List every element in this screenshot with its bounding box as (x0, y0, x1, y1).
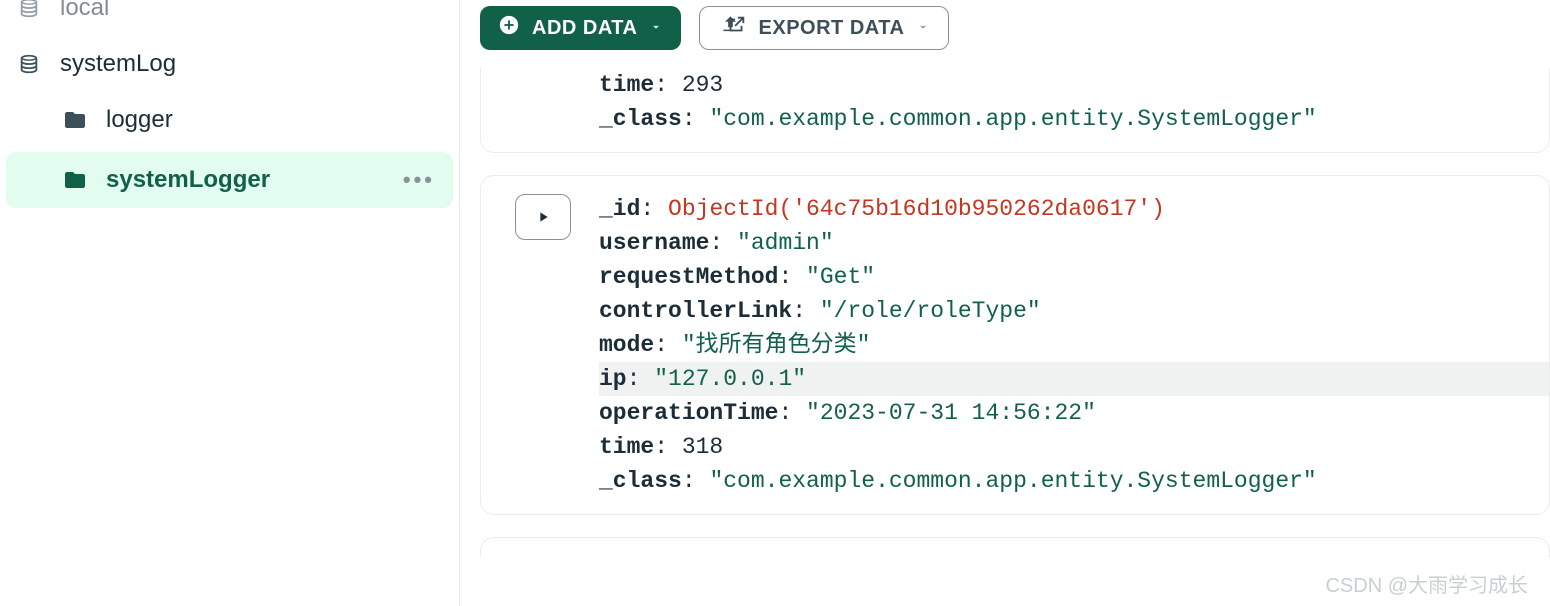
database-icon (16, 0, 42, 19)
field-value: "admin" (737, 230, 834, 256)
collection-label: logger (106, 106, 173, 134)
field-separator: : (654, 434, 682, 460)
field-value: "Get" (806, 264, 875, 290)
field-list: time: 293_class: "com.example.common.app… (599, 68, 1549, 136)
field-separator: : (654, 332, 682, 358)
field-row[interactable]: time: 318 (599, 430, 1549, 464)
field-separator: : (627, 366, 655, 392)
field-separator: : (654, 72, 682, 98)
field-key: controllerLink (599, 298, 792, 324)
expand-button[interactable] (515, 194, 571, 240)
field-row[interactable]: _class: "com.example.common.app.entity.S… (599, 464, 1549, 498)
field-value: 318 (682, 434, 723, 460)
db-label: local (60, 0, 109, 22)
db-item-systemlog[interactable]: systemLog (0, 36, 459, 92)
watermark: CSDN @大雨学习成长 (1325, 569, 1528, 598)
field-value: "2023-07-31 14:56:22" (806, 400, 1096, 426)
field-value: 293 (682, 72, 723, 98)
field-separator: : (778, 400, 806, 426)
field-key: time (599, 434, 654, 460)
field-key: operationTime (599, 400, 778, 426)
field-row[interactable]: _id: ObjectId('64c75b16d10b950262da0617'… (599, 192, 1549, 226)
field-value: ObjectId('64c75b16d10b950262da0617') (668, 196, 1165, 222)
sidebar: local systemLog logger systemLogger ••• (0, 0, 460, 606)
field-key: mode (599, 332, 654, 358)
document-card: time: 293_class: "com.example.common.app… (480, 68, 1550, 153)
button-label: ADD DATA (532, 17, 637, 40)
document-card: _id: ObjectId('64c75b16d10b950262da0617'… (480, 175, 1550, 515)
collection-item-logger[interactable]: logger (0, 92, 459, 148)
field-row[interactable]: operationTime: "2023-07-31 14:56:22" (599, 396, 1549, 430)
field-value: "com.example.common.app.entity.SystemLog… (709, 468, 1316, 494)
collection-label: systemLogger (106, 166, 270, 194)
toolbar: ADD DATA EXPORT DATA (476, 0, 1550, 68)
db-item-local[interactable]: local (0, 0, 459, 36)
field-key: time (599, 72, 654, 98)
document-card (480, 537, 1550, 557)
field-key: username (599, 230, 709, 256)
export-data-button[interactable]: EXPORT DATA (699, 6, 949, 50)
folder-icon (62, 108, 88, 132)
field-separator: : (792, 298, 820, 324)
field-value: "com.example.common.app.entity.SystemLog… (709, 106, 1316, 132)
field-row[interactable]: requestMethod: "Get" (599, 260, 1549, 294)
main-panel: ADD DATA EXPORT DATA time: 293_class: "c… (460, 0, 1550, 606)
field-list: _id: ObjectId('64c75b16d10b950262da0617'… (599, 192, 1549, 498)
more-icon[interactable]: ••• (403, 167, 435, 193)
field-row[interactable]: mode: "找所有角色分类" (599, 328, 1549, 362)
field-value: "找所有角色分类" (682, 332, 871, 358)
collection-item-systemlogger[interactable]: systemLogger ••• (6, 152, 453, 208)
field-key: _id (599, 196, 640, 222)
field-row[interactable]: controllerLink: "/role/roleType" (599, 294, 1549, 328)
document-list: time: 293_class: "com.example.common.app… (476, 68, 1550, 515)
field-row[interactable]: time: 293 (599, 68, 1549, 102)
export-icon (718, 14, 746, 42)
field-row[interactable]: _class: "com.example.common.app.entity.S… (599, 102, 1549, 136)
field-separator: : (682, 468, 710, 494)
field-row[interactable]: ip: "127.0.0.1" (599, 362, 1549, 396)
field-key: ip (599, 366, 627, 392)
caret-right-icon (535, 209, 551, 225)
button-label: EXPORT DATA (759, 17, 905, 40)
field-value: "127.0.0.1" (654, 366, 806, 392)
field-separator: : (682, 106, 710, 132)
chevron-down-icon (649, 17, 663, 40)
db-label: systemLog (60, 50, 176, 78)
chevron-down-icon (916, 17, 930, 40)
plus-circle-icon (498, 14, 520, 42)
folder-icon (62, 168, 88, 192)
field-separator: : (709, 230, 737, 256)
field-separator: : (778, 264, 806, 290)
field-value: "/role/roleType" (820, 298, 1041, 324)
field-key: _class (599, 468, 682, 494)
field-key: requestMethod (599, 264, 778, 290)
field-row[interactable]: username: "admin" (599, 226, 1549, 260)
field-separator: : (640, 196, 668, 222)
field-key: _class (599, 106, 682, 132)
add-data-button[interactable]: ADD DATA (480, 6, 681, 50)
database-icon (16, 53, 42, 75)
